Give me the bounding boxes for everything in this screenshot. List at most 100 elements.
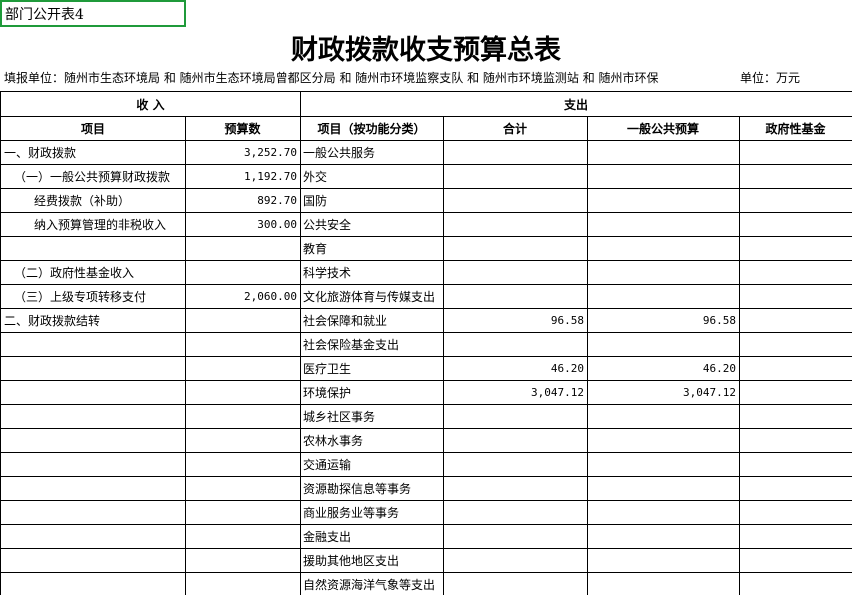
text-cell[interactable]	[1, 236, 186, 261]
text-cell[interactable]	[1, 572, 186, 595]
number-cell[interactable]	[443, 452, 588, 477]
text-cell[interactable]	[1, 548, 186, 573]
number-cell[interactable]	[739, 404, 852, 429]
number-cell[interactable]	[443, 212, 588, 237]
number-cell[interactable]	[739, 500, 852, 525]
number-cell[interactable]	[443, 188, 588, 213]
number-cell[interactable]	[587, 548, 740, 573]
text-cell[interactable]: 一、财政拨款	[1, 140, 186, 165]
number-cell[interactable]	[443, 332, 588, 357]
number-cell[interactable]	[185, 356, 301, 381]
text-cell[interactable]	[1, 380, 186, 405]
text-cell[interactable]: 农林水事务	[300, 428, 444, 453]
number-cell[interactable]	[587, 500, 740, 525]
number-cell[interactable]	[443, 236, 588, 261]
number-cell[interactable]	[185, 308, 301, 333]
text-cell[interactable]: 城乡社区事务	[300, 404, 444, 429]
number-cell[interactable]: 46.20	[443, 356, 588, 381]
text-cell[interactable]: 资源勘探信息等事务	[300, 476, 444, 501]
text-cell[interactable]: （二）政府性基金收入	[1, 260, 186, 285]
text-cell[interactable]: 科学技术	[300, 260, 444, 285]
number-cell[interactable]	[587, 524, 740, 549]
number-cell[interactable]	[185, 476, 301, 501]
number-cell[interactable]	[739, 548, 852, 573]
text-cell[interactable]: 自然资源海洋气象等支出	[300, 572, 444, 595]
text-cell[interactable]	[1, 356, 186, 381]
number-cell[interactable]	[587, 572, 740, 595]
number-cell[interactable]: 892.70	[185, 188, 301, 213]
text-cell[interactable]: 二、财政拨款结转	[1, 308, 186, 333]
text-cell[interactable]: 国防	[300, 188, 444, 213]
text-cell[interactable]: 文化旅游体育与传媒支出	[300, 284, 444, 309]
number-cell[interactable]	[739, 260, 852, 285]
text-cell[interactable]: （一）一般公共预算财政拨款	[1, 164, 186, 189]
column-header[interactable]: 政府性基金	[739, 116, 852, 141]
text-cell[interactable]	[1, 332, 186, 357]
number-cell[interactable]	[443, 260, 588, 285]
number-cell[interactable]	[739, 572, 852, 595]
number-cell[interactable]	[587, 428, 740, 453]
number-cell[interactable]	[587, 404, 740, 429]
column-header[interactable]: 一般公共预算	[587, 116, 740, 141]
number-cell[interactable]	[443, 284, 588, 309]
number-cell[interactable]	[185, 332, 301, 357]
number-cell[interactable]	[185, 572, 301, 595]
number-cell[interactable]	[739, 380, 852, 405]
number-cell[interactable]: 96.58	[587, 308, 740, 333]
text-cell[interactable]: 环境保护	[300, 380, 444, 405]
text-cell[interactable]	[1, 452, 186, 477]
text-cell[interactable]	[1, 428, 186, 453]
number-cell[interactable]	[739, 524, 852, 549]
number-cell[interactable]	[443, 572, 588, 595]
number-cell[interactable]: 2,060.00	[185, 284, 301, 309]
number-cell[interactable]	[739, 452, 852, 477]
text-cell[interactable]: 纳入预算管理的非税收入	[1, 212, 186, 237]
number-cell[interactable]	[739, 140, 852, 165]
text-cell[interactable]	[1, 404, 186, 429]
number-cell[interactable]	[443, 404, 588, 429]
number-cell[interactable]	[587, 140, 740, 165]
number-cell[interactable]	[185, 548, 301, 573]
number-cell[interactable]	[739, 284, 852, 309]
number-cell[interactable]	[739, 428, 852, 453]
number-cell[interactable]	[185, 500, 301, 525]
number-cell[interactable]	[185, 260, 301, 285]
column-header[interactable]: 预算数	[185, 116, 301, 141]
number-cell[interactable]	[443, 140, 588, 165]
text-cell[interactable]: 一般公共服务	[300, 140, 444, 165]
number-cell[interactable]	[587, 188, 740, 213]
number-cell[interactable]	[739, 332, 852, 357]
number-cell[interactable]	[587, 284, 740, 309]
text-cell[interactable]: 交通运输	[300, 452, 444, 477]
text-cell[interactable]: （三）上级专项转移支付	[1, 284, 186, 309]
number-cell[interactable]: 300.00	[185, 212, 301, 237]
number-cell[interactable]: 96.58	[443, 308, 588, 333]
text-cell[interactable]: 金融支出	[300, 524, 444, 549]
text-cell[interactable]: 医疗卫生	[300, 356, 444, 381]
text-cell[interactable]: 经费拨款（补助）	[1, 188, 186, 213]
text-cell[interactable]: 商业服务业等事务	[300, 500, 444, 525]
number-cell[interactable]	[739, 308, 852, 333]
number-cell[interactable]	[739, 212, 852, 237]
text-cell[interactable]: 公共安全	[300, 212, 444, 237]
number-cell[interactable]: 3,252.70	[185, 140, 301, 165]
group-header[interactable]: 支出	[300, 92, 852, 117]
text-cell[interactable]: 外交	[300, 164, 444, 189]
number-cell[interactable]	[739, 164, 852, 189]
number-cell[interactable]	[443, 164, 588, 189]
number-cell[interactable]	[185, 236, 301, 261]
number-cell[interactable]	[443, 476, 588, 501]
text-cell[interactable]: 社会保障和就业	[300, 308, 444, 333]
number-cell[interactable]	[587, 476, 740, 501]
text-cell[interactable]	[1, 524, 186, 549]
number-cell[interactable]	[587, 236, 740, 261]
number-cell[interactable]	[443, 548, 588, 573]
number-cell[interactable]: 1,192.70	[185, 164, 301, 189]
number-cell[interactable]	[739, 188, 852, 213]
number-cell[interactable]	[739, 356, 852, 381]
number-cell[interactable]	[739, 236, 852, 261]
number-cell[interactable]	[587, 332, 740, 357]
number-cell[interactable]	[185, 380, 301, 405]
text-cell[interactable]	[1, 476, 186, 501]
number-cell[interactable]	[185, 452, 301, 477]
